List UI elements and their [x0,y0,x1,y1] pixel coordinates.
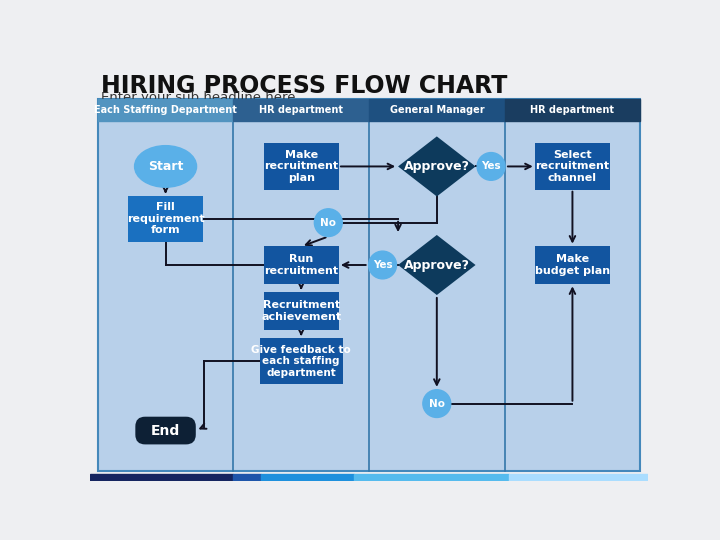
Bar [369,99,505,121]
Text: Run
recruitment: Run recruitment [264,254,338,276]
Bar [354,474,508,481]
FancyBboxPatch shape [535,143,610,190]
Text: Yes: Yes [373,260,392,270]
Text: Give feedback to
each staffing
department: Give feedback to each staffing departmen… [251,345,351,378]
Bar [90,474,233,481]
Circle shape [369,251,397,279]
Text: Approve?: Approve? [404,259,470,272]
Text: Make
budget plan: Make budget plan [535,254,610,276]
Bar [233,99,369,121]
Text: Each Staffing Department: Each Staffing Department [94,105,237,115]
FancyBboxPatch shape [135,417,196,444]
Text: Recruitment
achievement: Recruitment achievement [261,300,341,322]
FancyBboxPatch shape [264,246,339,284]
Polygon shape [398,235,476,295]
Text: General Manager: General Manager [390,105,484,115]
FancyBboxPatch shape [98,99,640,471]
FancyBboxPatch shape [535,246,610,284]
FancyBboxPatch shape [264,143,339,190]
Circle shape [315,209,342,237]
Text: HIRING PROCESS FLOW CHART: HIRING PROCESS FLOW CHART [101,74,507,98]
Text: HR department: HR department [259,105,343,115]
FancyBboxPatch shape [264,292,339,330]
Text: Select
recruitment
channel: Select recruitment channel [536,150,610,183]
Bar [505,99,640,121]
Polygon shape [398,137,476,197]
FancyBboxPatch shape [128,195,203,242]
Bar [508,474,648,481]
Text: End: End [151,423,180,437]
Text: Fill
requirement
form: Fill requirement form [127,202,204,235]
Bar [98,99,233,121]
FancyBboxPatch shape [260,338,343,384]
Text: Start: Start [148,160,184,173]
Text: Make
recruitment
plan: Make recruitment plan [264,150,338,183]
Text: No: No [320,218,336,228]
Text: Approve?: Approve? [404,160,470,173]
Bar [261,474,354,481]
Ellipse shape [135,146,197,187]
Text: No: No [429,399,445,409]
Text: HR department: HR department [531,105,614,115]
Circle shape [423,390,451,417]
Circle shape [477,153,505,180]
Text: Enter your sub headline here: Enter your sub headline here [101,91,295,104]
Text: Yes: Yes [481,161,501,171]
Bar [233,474,261,481]
